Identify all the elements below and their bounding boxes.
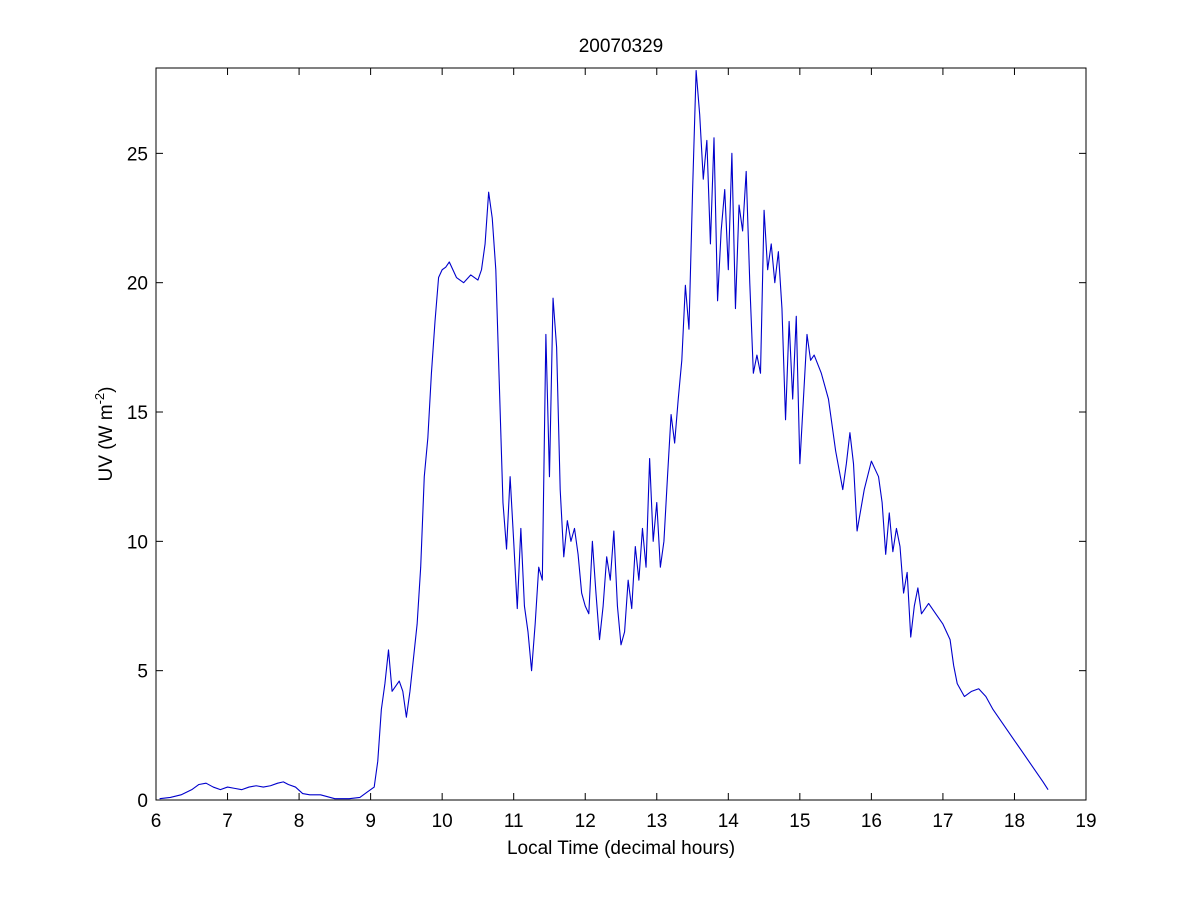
x-tick-label: 12 bbox=[575, 811, 596, 832]
x-tick-label: 6 bbox=[151, 811, 162, 832]
y-axis-label: UV (W m-2) bbox=[92, 387, 117, 482]
chart-title: 20070329 bbox=[579, 36, 664, 57]
y-axis-label-exponent: -2 bbox=[92, 393, 107, 405]
x-tick-label: 11 bbox=[504, 811, 524, 832]
y-tick-label: 5 bbox=[137, 662, 148, 683]
x-tick-label: 17 bbox=[932, 811, 953, 832]
x-tick-label: 9 bbox=[365, 811, 376, 832]
x-tick-label: 8 bbox=[294, 811, 305, 832]
x-tick-label: 15 bbox=[789, 811, 810, 832]
x-tick-label: 7 bbox=[222, 811, 233, 832]
x-tick-label: 10 bbox=[432, 811, 453, 832]
x-axis-label: Local Time (decimal hours) bbox=[507, 838, 735, 859]
uv-series-line bbox=[159, 70, 1049, 800]
y-tick-label: 10 bbox=[127, 532, 148, 553]
y-tick-label: 25 bbox=[127, 144, 148, 165]
x-tick-label: 16 bbox=[861, 811, 882, 832]
y-axis-label-main: UV (W m bbox=[96, 404, 117, 481]
x-tick-label: 19 bbox=[1075, 811, 1096, 832]
plot-area-frame bbox=[155, 67, 1087, 801]
x-tick-label: 13 bbox=[646, 811, 667, 832]
y-tick-label: 15 bbox=[127, 403, 148, 424]
x-tick-label: 14 bbox=[718, 811, 740, 832]
y-tick-label: 0 bbox=[137, 791, 148, 812]
y-axis-label-close: ) bbox=[96, 387, 117, 393]
y-tick-label: 20 bbox=[127, 274, 148, 295]
x-tick-label: 18 bbox=[1004, 811, 1025, 832]
